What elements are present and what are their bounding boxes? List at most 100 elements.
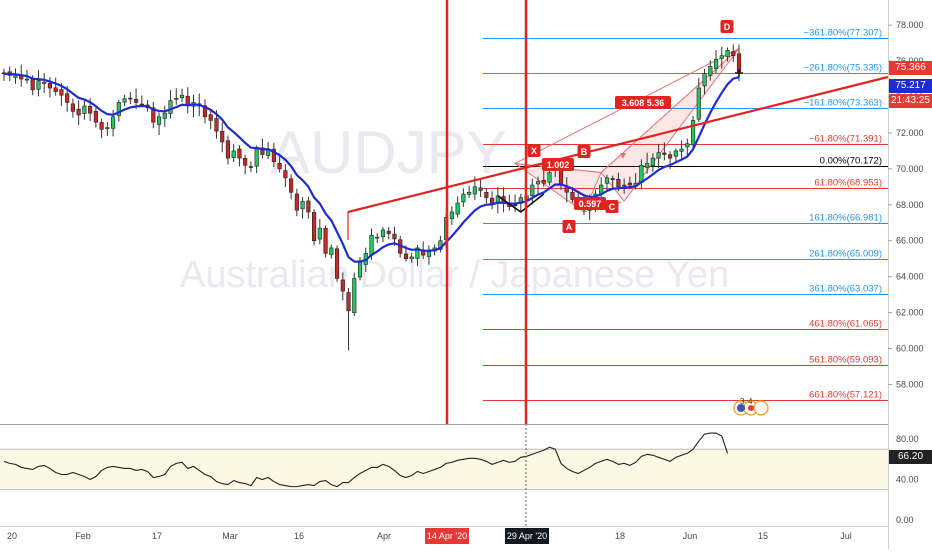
candle-up — [179, 94, 185, 99]
label-b-bg — [577, 145, 591, 158]
candle-down — [70, 103, 75, 112]
candle-up — [530, 184, 535, 196]
price-tick-label: 78.000 — [896, 20, 924, 30]
candle-up — [690, 120, 696, 146]
candle-up — [725, 50, 730, 57]
fib-level-label: 361.80%(63.037) — [809, 284, 882, 295]
watermark-description: Australian Dollar / Japanese Yen — [180, 254, 729, 296]
candle-down — [731, 51, 736, 56]
label-d: D — [724, 22, 731, 32]
candle-up — [36, 80, 41, 90]
time-axis[interactable]: 20 Feb 17 Mar 16 Apr 18 Jun 15 Jul — [7, 531, 852, 541]
candle-up — [352, 278, 357, 313]
time-tick-label: Apr — [377, 531, 391, 541]
label-c: C — [609, 202, 616, 212]
time-tick-label: 15 — [758, 531, 768, 541]
candle-down — [128, 97, 133, 100]
candle-up — [535, 181, 541, 185]
candle-up — [467, 191, 472, 195]
ratio-ac: 0.597 — [579, 199, 602, 209]
label-x-bg — [527, 144, 541, 157]
candle-down — [93, 110, 98, 123]
candle-up — [24, 78, 30, 81]
candle-down — [340, 279, 345, 292]
candle-up — [455, 202, 460, 215]
label-a-bg — [562, 220, 576, 233]
candle-down — [271, 148, 276, 162]
candle-down — [42, 82, 47, 84]
ratio-bd-bg — [615, 96, 671, 109]
candle-down — [386, 230, 391, 234]
candle-down — [151, 107, 156, 123]
harmonic-bd-line — [600, 48, 740, 173]
candle-down — [260, 147, 265, 155]
time-tick-label: Mar — [222, 531, 238, 541]
candle-down — [289, 178, 294, 193]
fib-level-label: −61.80%(71.391) — [809, 134, 882, 145]
candle-down — [558, 170, 564, 186]
candle-up — [639, 164, 644, 183]
osc-tick-label: 0.00 — [896, 515, 914, 525]
candle-down — [225, 140, 231, 159]
oscillator-value-label: 66.20 — [889, 450, 932, 464]
candle-up — [719, 55, 724, 59]
candle-down — [30, 78, 35, 91]
candle-up — [547, 172, 552, 183]
fib-level-label: 261.80%(65.009) — [809, 249, 882, 260]
svg-text:3: 3 — [740, 397, 745, 406]
candle-up — [702, 73, 707, 87]
candle-up — [426, 251, 432, 257]
time-highlight-2: 29 Apr '20 — [505, 528, 549, 544]
candle-down — [202, 105, 208, 118]
fib-extension-levels: −361.80%(77.307) −261.80%(75.335) −161.80%… — [483, 28, 888, 401]
vertical-markers — [445, 0, 528, 526]
candle-down — [65, 93, 70, 103]
candle-up — [122, 98, 127, 103]
candle-up — [369, 235, 374, 256]
crosshair-icon — [735, 69, 743, 77]
ratio-xb-bg — [542, 158, 574, 171]
fib-level-label: 61.80%(68.953) — [814, 178, 882, 189]
fib-level-label: 161.80%(66.981) — [809, 213, 882, 224]
candle-down — [88, 105, 93, 114]
candle-down — [76, 108, 81, 116]
osc-tick-label: 40.00 — [896, 475, 919, 485]
fib-level-label: 0.00%(70.172) — [820, 156, 882, 167]
oscillator-line — [3, 432, 729, 488]
candlesticks — [1, 44, 742, 351]
oscillator — [0, 432, 888, 491]
price-tick-label: 70.000 — [896, 164, 924, 174]
candle-down — [248, 166, 253, 168]
candle-down — [53, 87, 58, 92]
price-tick-label: 62.000 — [896, 308, 924, 318]
trendline-upper[interactable] — [347, 75, 889, 214]
candle-up — [645, 163, 650, 168]
current-price-label: 75.366 — [889, 61, 932, 75]
osc-tick-label: 80.00 — [896, 434, 919, 444]
candle-down — [627, 182, 632, 186]
pattern-arrow-icon — [620, 153, 626, 159]
ratio-bd: 3.608 5.36 — [622, 98, 665, 108]
candle-down — [294, 193, 299, 211]
time-tick-label: 18 — [615, 531, 625, 541]
candle-up — [415, 247, 420, 259]
candle-up — [13, 75, 18, 78]
ratio-xb: 1.002 — [547, 160, 570, 170]
price-tick-label: 68.000 — [896, 200, 924, 210]
candle-down — [59, 89, 64, 96]
candle-up — [168, 100, 173, 114]
time-tick-label: 20 — [7, 531, 17, 541]
black-swing-line — [497, 193, 545, 213]
time-tick-label: 17 — [152, 531, 162, 541]
candle-up — [472, 186, 477, 195]
candle-up — [375, 236, 380, 239]
fib-level-label: 661.80%(57.121) — [809, 390, 882, 401]
label-x: X — [531, 146, 537, 156]
candle-down — [99, 122, 104, 130]
price-tick-label: 60.000 — [896, 344, 924, 354]
candle-up — [300, 200, 305, 210]
events-icon[interactable]: 3 4 — [733, 397, 769, 416]
time-tick-label: 16 — [294, 531, 304, 541]
candle-down — [243, 158, 248, 166]
